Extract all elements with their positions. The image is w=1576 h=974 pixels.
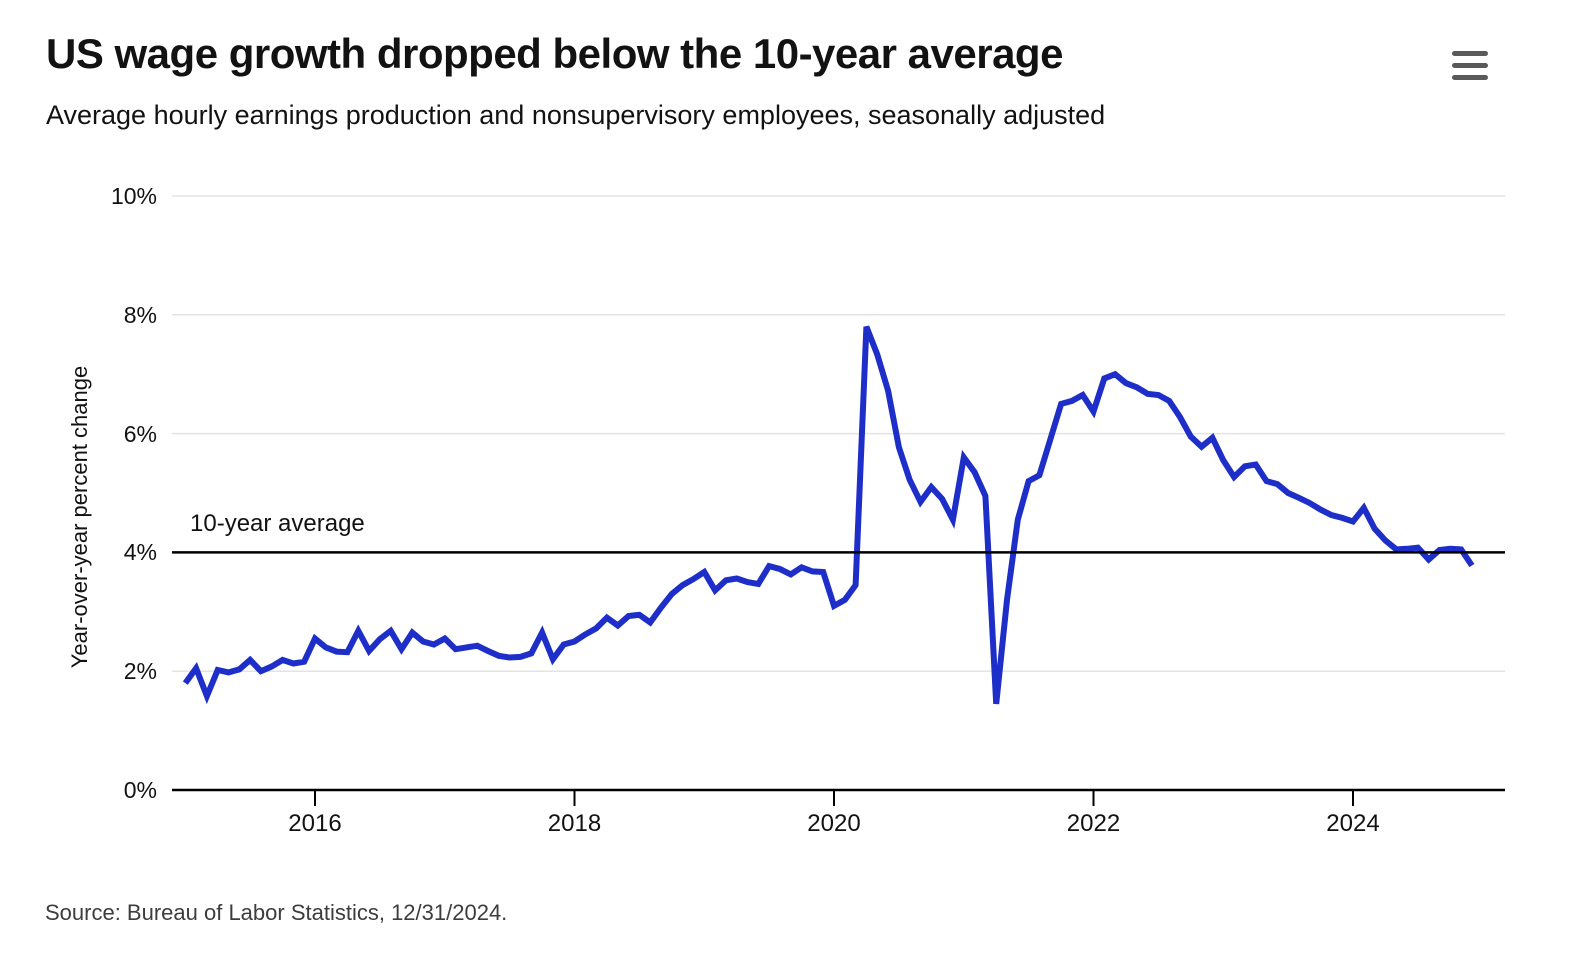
y-tick-label: 2% xyxy=(123,658,157,685)
x-tick-label: 2022 xyxy=(1066,810,1121,837)
x-tick-label: 2024 xyxy=(1326,810,1380,837)
page-title: US wage growth dropped below the 10-year… xyxy=(46,30,1063,77)
y-tick-label: 8% xyxy=(123,301,157,328)
x-tick-label: 2020 xyxy=(807,810,861,837)
wage-growth-line xyxy=(182,325,1475,705)
y-tick-label: 4% xyxy=(123,539,157,566)
menu-bar xyxy=(1452,75,1488,80)
x-tick-label: 2016 xyxy=(288,810,342,837)
hamburger-menu-icon[interactable] xyxy=(1452,51,1488,80)
source-note: Source: Bureau of Labor Statistics, 12/3… xyxy=(45,900,508,925)
y-tick-label: 6% xyxy=(123,420,157,447)
chart-subtitle: Average hourly earnings production and n… xyxy=(46,100,1106,130)
menu-bar xyxy=(1452,51,1488,56)
y-tick-label: 0% xyxy=(123,777,157,803)
menu-bar xyxy=(1452,63,1488,68)
ten-year-average-label: 10-year average xyxy=(190,510,365,537)
y-tick-label: 10% xyxy=(110,183,157,209)
x-tick-label: 2018 xyxy=(547,810,602,837)
